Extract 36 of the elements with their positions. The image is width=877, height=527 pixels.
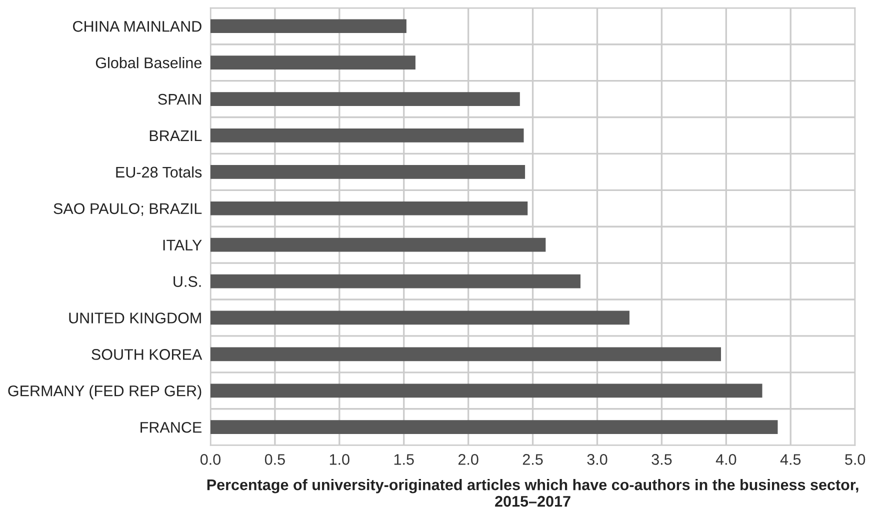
x-tick-label: 0.0 <box>200 454 220 465</box>
bar <box>210 347 721 362</box>
y-tick-label: ITALY <box>163 240 202 250</box>
y-tick-label: GERMANY (FED REP GER) <box>8 385 202 400</box>
bar <box>210 56 416 70</box>
y-tick-label: EU-28 Totals <box>116 166 202 178</box>
x-axis-title: Percentage of university-originated articles which have co-authors in the business sector, 2015–2017 <box>207 479 858 507</box>
x-tick-label: 3.5 <box>652 454 672 465</box>
x-tick-label: 0.5 <box>264 454 285 465</box>
y-tick-label: Global Baseline <box>96 57 202 68</box>
x-tick-label: 4.5 <box>780 454 801 465</box>
bar <box>210 128 524 142</box>
x-tick-label: 1.0 <box>330 454 350 465</box>
bar <box>210 201 528 216</box>
bar <box>210 310 630 325</box>
y-tick-label: SAO PAULO; BRAZIL <box>54 203 202 216</box>
y-tick-label: CHINA MAINLAND <box>73 21 202 32</box>
bar <box>210 19 406 34</box>
x-tick-label: 4.0 <box>716 454 736 465</box>
bar <box>210 384 762 398</box>
y-tick-label: SPAIN <box>158 94 201 105</box>
bar <box>210 420 778 434</box>
x-tick-label: 1.5 <box>394 454 414 465</box>
y-tick-label: U.S. <box>174 276 201 287</box>
x-tick-label: 2.5 <box>522 454 543 465</box>
bar <box>210 238 546 252</box>
y-tick-label: BRAZIL <box>150 130 202 142</box>
y-tick-label: SOUTH KOREA <box>92 349 202 360</box>
bar <box>210 274 580 288</box>
bar <box>210 92 520 106</box>
y-tick-label: UNITED KINGDOM <box>69 312 201 324</box>
x-tick-label: 3.0 <box>587 454 608 465</box>
y-tick-label: FRANCE <box>140 422 202 433</box>
x-tick-label: 5.0 <box>845 454 866 465</box>
bar <box>210 165 526 179</box>
x-tick-label: 2.0 <box>458 454 478 465</box>
